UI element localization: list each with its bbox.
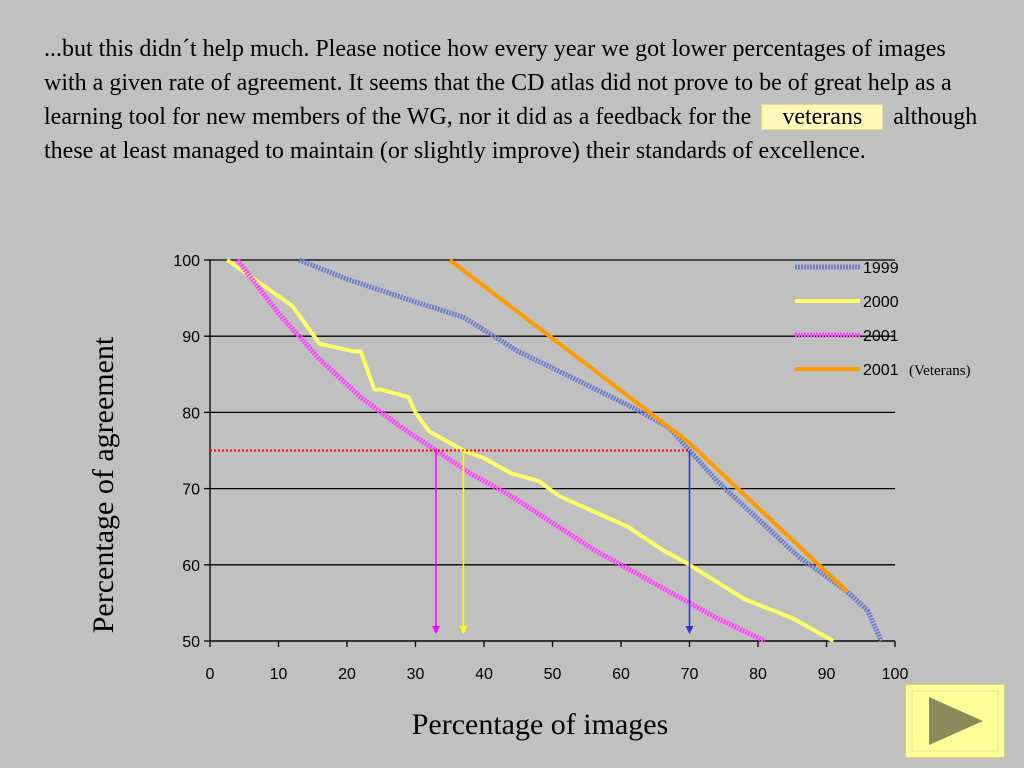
legend-label-3: 2001: [863, 362, 899, 379]
series-line-2: [235, 258, 766, 644]
slide-text: ...but this didn´t help much. Please not…: [44, 32, 994, 168]
legend-label-1: 2000: [863, 294, 899, 311]
x-tick-label: 80: [749, 666, 767, 683]
series-line-1: [225, 258, 835, 643]
y-tick-label: 100: [173, 253, 200, 270]
legend-label-2: 2001: [863, 328, 899, 345]
y-tick-label: 80: [182, 405, 200, 422]
x-tick-label: 20: [338, 666, 356, 683]
y-tick-label: 50: [182, 634, 200, 651]
x-tick-label: 50: [544, 666, 562, 683]
x-tick-label: 70: [681, 666, 699, 683]
x-tick-label: 100: [882, 666, 909, 683]
y-tick-label: 90: [182, 329, 200, 346]
series-line-3: [448, 258, 849, 593]
slide-text-part2: although these at least managed to maint…: [44, 104, 978, 164]
slide-text-part1: ...but this didn´t help much. Please not…: [44, 36, 952, 130]
next-slide-button[interactable]: [905, 684, 1005, 758]
play-triangle-icon: [911, 690, 999, 752]
y-tick-label: 70: [182, 482, 200, 499]
x-tick-label: 40: [475, 666, 493, 683]
x-axis-label: Percentage of images: [411, 708, 669, 741]
x-tick-label: 10: [270, 666, 288, 683]
y-tick-label: 60: [182, 558, 200, 575]
x-tick-label: 30: [407, 666, 425, 683]
x-tick-label: 0: [206, 666, 215, 683]
legend-label-suffix-3: (Veterans): [909, 363, 971, 379]
legend-label-0: 1999: [863, 260, 899, 277]
series-line-0: [298, 257, 884, 643]
x-tick-label: 60: [612, 666, 630, 683]
veterans-highlight: veterans: [761, 104, 884, 130]
x-tick-label: 90: [818, 666, 836, 683]
